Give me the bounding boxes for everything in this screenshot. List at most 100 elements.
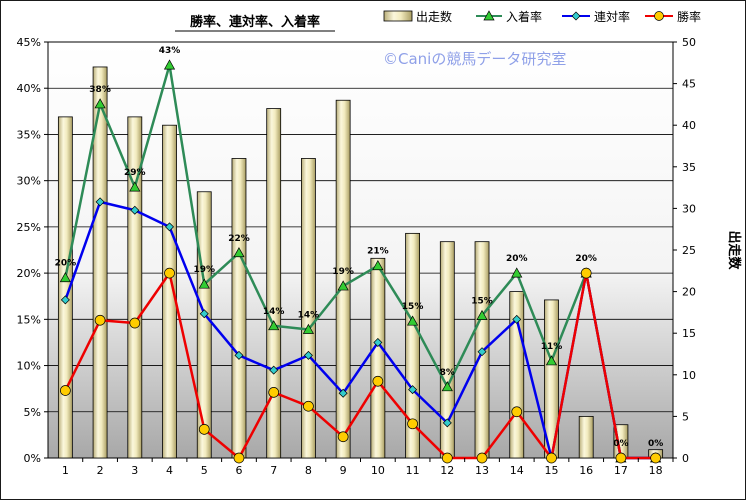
data-label: 29% <box>124 168 146 178</box>
legend-swatch-bars <box>383 10 413 22</box>
right-tick-label: 30 <box>682 202 696 215</box>
series-point <box>373 337 383 347</box>
left-tick-label: 30% <box>17 175 41 188</box>
right-tick-label: 40 <box>682 119 696 132</box>
data-label: 15% <box>402 302 424 312</box>
right-tick-label: 50 <box>682 36 696 49</box>
legend-marker-rentai <box>571 11 581 21</box>
data-label: 14% <box>298 311 320 321</box>
series-point <box>511 267 523 278</box>
series-point <box>59 272 71 283</box>
x-tick-label: 12 <box>440 464 454 477</box>
data-label: 0% <box>613 439 628 449</box>
series-point <box>268 320 280 331</box>
series-point <box>163 59 176 70</box>
left-tick-label: 15% <box>17 313 41 326</box>
x-tick-label: 8 <box>305 464 312 477</box>
data-label: 20% <box>575 254 597 264</box>
series-point <box>441 381 453 392</box>
series-point <box>580 267 592 279</box>
data-label: 8% <box>440 368 455 378</box>
series-point <box>303 400 314 412</box>
bar <box>57 116 73 459</box>
series-point <box>442 418 452 428</box>
series-point <box>60 385 71 396</box>
series-point <box>233 247 245 258</box>
series-point <box>129 181 141 192</box>
right-tick-label: 45 <box>682 78 696 91</box>
data-label: 22% <box>228 234 250 244</box>
bar <box>196 191 212 459</box>
x-tick-label: 9 <box>340 464 347 477</box>
bar <box>92 66 108 459</box>
legend-label-bars: 出走数 <box>416 9 452 24</box>
x-tick-label: 18 <box>649 464 663 477</box>
x-tick-label: 5 <box>201 464 208 477</box>
plot-area <box>47 41 674 459</box>
data-label: 11% <box>541 342 563 352</box>
data-label: 38% <box>89 85 111 95</box>
series-point <box>650 452 661 464</box>
series-point <box>268 387 280 398</box>
data-label: 19% <box>332 267 354 277</box>
x-tick-label: 1 <box>62 464 69 477</box>
series-point <box>546 452 557 464</box>
x-tick-label: 16 <box>579 464 593 477</box>
series-point <box>129 317 141 329</box>
series-point <box>512 314 522 324</box>
series-point <box>408 385 418 395</box>
left-tick-label: 25% <box>17 221 41 234</box>
right-axis-label: 出走数 <box>726 230 742 270</box>
right-tick-label: 25 <box>682 244 696 257</box>
bar <box>405 232 420 459</box>
series-point <box>269 365 279 375</box>
series-point <box>95 197 105 207</box>
series-point <box>338 388 348 398</box>
series-point <box>477 347 487 357</box>
series-point <box>545 355 558 366</box>
data-label: 19% <box>193 265 215 275</box>
data-label: 15% <box>471 297 493 307</box>
series-point <box>233 452 245 464</box>
bar <box>301 158 316 459</box>
series-point <box>198 423 210 435</box>
bar <box>370 257 386 459</box>
x-tick-label: 17 <box>614 464 628 477</box>
series-point <box>476 309 488 320</box>
series-point <box>234 350 244 360</box>
legend-marker-shouritsu <box>654 11 664 21</box>
line-series <box>59 59 662 464</box>
series-point <box>199 309 209 319</box>
x-tick-label: 11 <box>406 464 420 477</box>
legend: 出走数 入着率 連対率 勝率 <box>383 9 701 24</box>
data-labels: 20% 38% 29% 43% 19% 22% 14% 14% 19% 21% 15% 8% 15% 20… <box>55 46 664 449</box>
legend-label-shouritsu: 勝率 <box>677 9 701 24</box>
series-point <box>615 452 627 464</box>
x-tick-label: 13 <box>475 464 489 477</box>
left-tick-label: 5% <box>24 406 41 419</box>
left-tick-label: 0% <box>24 452 41 465</box>
gridlines <box>48 87 673 413</box>
bar-series <box>57 66 664 459</box>
data-label: 20% <box>506 254 528 264</box>
bar <box>127 116 143 459</box>
data-label: 14% <box>263 307 285 317</box>
data-label: 0% <box>648 439 663 449</box>
left-tick-label: 40% <box>17 82 41 95</box>
x-tick-label: 2 <box>97 464 104 477</box>
left-tick-label: 35% <box>17 128 41 141</box>
right-tick-label: 10 <box>682 369 696 382</box>
series-point <box>406 315 419 326</box>
series-point <box>372 259 384 271</box>
bar <box>266 108 282 459</box>
x-tick-label: 10 <box>371 464 385 477</box>
series-point <box>94 314 106 326</box>
series-point <box>302 323 315 334</box>
axes: 0%5%10%15%20%25%30%35%40%45%051015202530… <box>17 36 696 477</box>
legend-label-rentai: 連対率 <box>594 9 630 24</box>
series-point <box>165 222 175 232</box>
series-point <box>511 406 523 418</box>
series-line <box>64 271 656 460</box>
x-tick-label: 14 <box>510 464 524 477</box>
